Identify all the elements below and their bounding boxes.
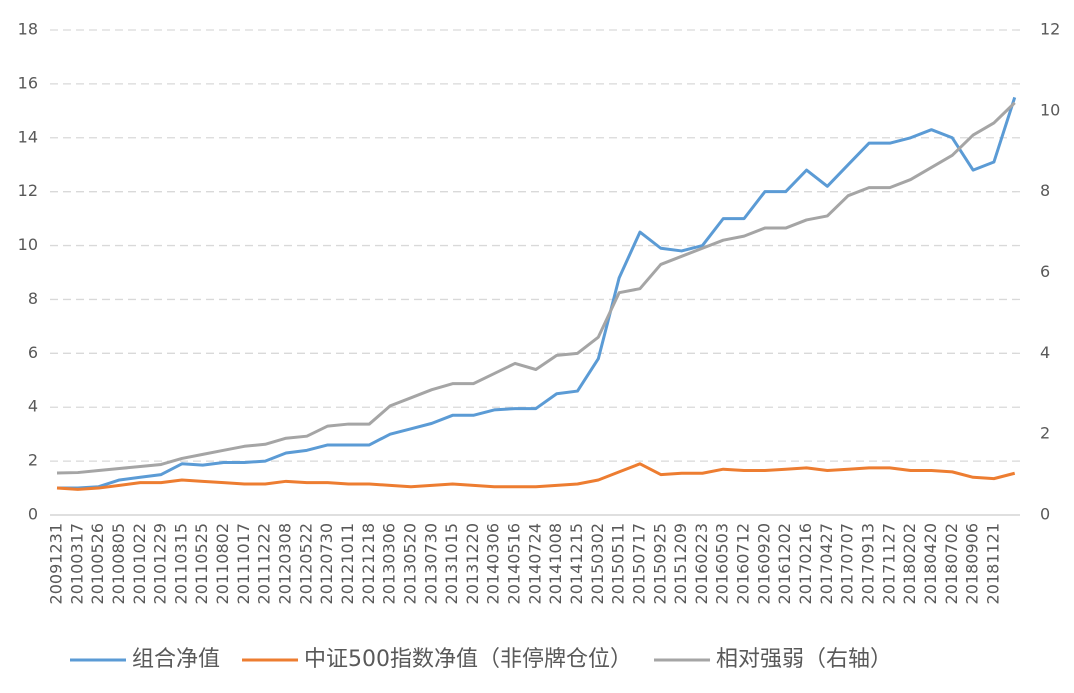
- y-tick-label: 12: [18, 181, 38, 200]
- x-tick-label: 20130520: [400, 523, 419, 604]
- x-tick-label: 20180702: [942, 523, 961, 604]
- x-tick-label: 20180202: [900, 523, 919, 604]
- x-tick-label: 20150511: [609, 523, 628, 604]
- y2-tick-label: 4: [1040, 343, 1050, 362]
- y-tick-label: 16: [18, 73, 38, 92]
- x-tick-label: 20170707: [838, 523, 857, 604]
- y2-tick-label: 10: [1040, 100, 1060, 119]
- x-tick-label: 20141008: [546, 523, 565, 604]
- x-tick-label: 20170427: [817, 523, 836, 604]
- legend-label: 相对强弱（右轴）: [716, 647, 892, 672]
- x-tick-label: 20150717: [629, 523, 648, 604]
- x-tick-label: 20171127: [879, 523, 898, 604]
- x-tick-label: 20110525: [192, 523, 211, 604]
- y-tick-label: 4: [28, 397, 38, 416]
- x-tick-label: 20160712: [734, 523, 753, 604]
- x-tick-label: 20131015: [442, 523, 461, 604]
- x-tick-label: 20121011: [338, 523, 357, 604]
- x-tick-label: 20121218: [359, 523, 378, 604]
- x-tick-label: 20101229: [151, 523, 170, 604]
- x-tick-label: 20180906: [963, 523, 982, 604]
- x-tick-label: 20120308: [276, 523, 295, 604]
- x-tick-label: 20111017: [234, 523, 253, 604]
- y-tick-label: 14: [18, 127, 38, 146]
- x-tick-label: 20130730: [421, 523, 440, 604]
- x-tick-label: 20111222: [255, 523, 274, 604]
- x-tick-label: 20120730: [317, 523, 336, 604]
- x-tick-label: 20110315: [171, 523, 190, 604]
- x-tick-label: 20091231: [47, 523, 66, 604]
- x-tick-label: 20170913: [858, 523, 877, 604]
- x-tick-label: 20160223: [692, 523, 711, 604]
- x-tick-label: 20141215: [567, 523, 586, 604]
- y-tick-label: 2: [28, 451, 38, 470]
- x-tick-label: 20170216: [796, 523, 815, 604]
- series-line: [56, 101, 1016, 475]
- x-tick-label: 20130306: [380, 523, 399, 604]
- x-tick-label: 20140516: [505, 523, 524, 604]
- y2-tick-label: 8: [1040, 181, 1050, 200]
- x-tick-label: 20160503: [713, 523, 732, 604]
- x-tick-label: 20110802: [213, 523, 232, 604]
- x-tick-label: 20140306: [484, 523, 503, 604]
- y-tick-label: 6: [28, 343, 38, 362]
- x-tick-label: 20151209: [671, 523, 690, 604]
- legend-label: 组合净值: [132, 647, 220, 672]
- y2-tick-label: 0: [1040, 505, 1050, 524]
- x-tick-label: 20181121: [983, 523, 1002, 604]
- y-tick-label: 0: [28, 505, 38, 524]
- x-tick-label: 20131220: [463, 523, 482, 604]
- y2-tick-label: 2: [1040, 424, 1050, 443]
- x-tick-label: 20150302: [588, 523, 607, 604]
- x-tick-label: 20100526: [88, 523, 107, 604]
- x-tick-label: 20140724: [525, 523, 544, 604]
- x-tick-label: 20101022: [130, 523, 149, 604]
- y-tick-label: 18: [18, 20, 38, 39]
- x-tick-label: 20161202: [775, 523, 794, 604]
- x-tick-label: 20150925: [650, 523, 669, 604]
- x-tick-label: 20100805: [109, 523, 128, 604]
- y2-tick-label: 6: [1040, 262, 1050, 281]
- y2-tick-label: 12: [1040, 20, 1060, 39]
- series-line: [56, 462, 1016, 491]
- legend: 组合净值 中证500指数净值（非停牌仓位） 相对强弱（右轴）: [70, 647, 892, 672]
- legend-label: 中证500指数净值（非停牌仓位）: [304, 647, 632, 672]
- y-tick-label: 8: [28, 289, 38, 308]
- x-tick-label: 20160920: [754, 523, 773, 604]
- x-tick-label: 20100317: [67, 523, 86, 604]
- y-tick-label: 10: [18, 235, 38, 254]
- x-tick-label: 20120522: [296, 523, 315, 604]
- series-line: [57, 96, 1017, 490]
- x-tick-label: 20180420: [921, 523, 940, 604]
